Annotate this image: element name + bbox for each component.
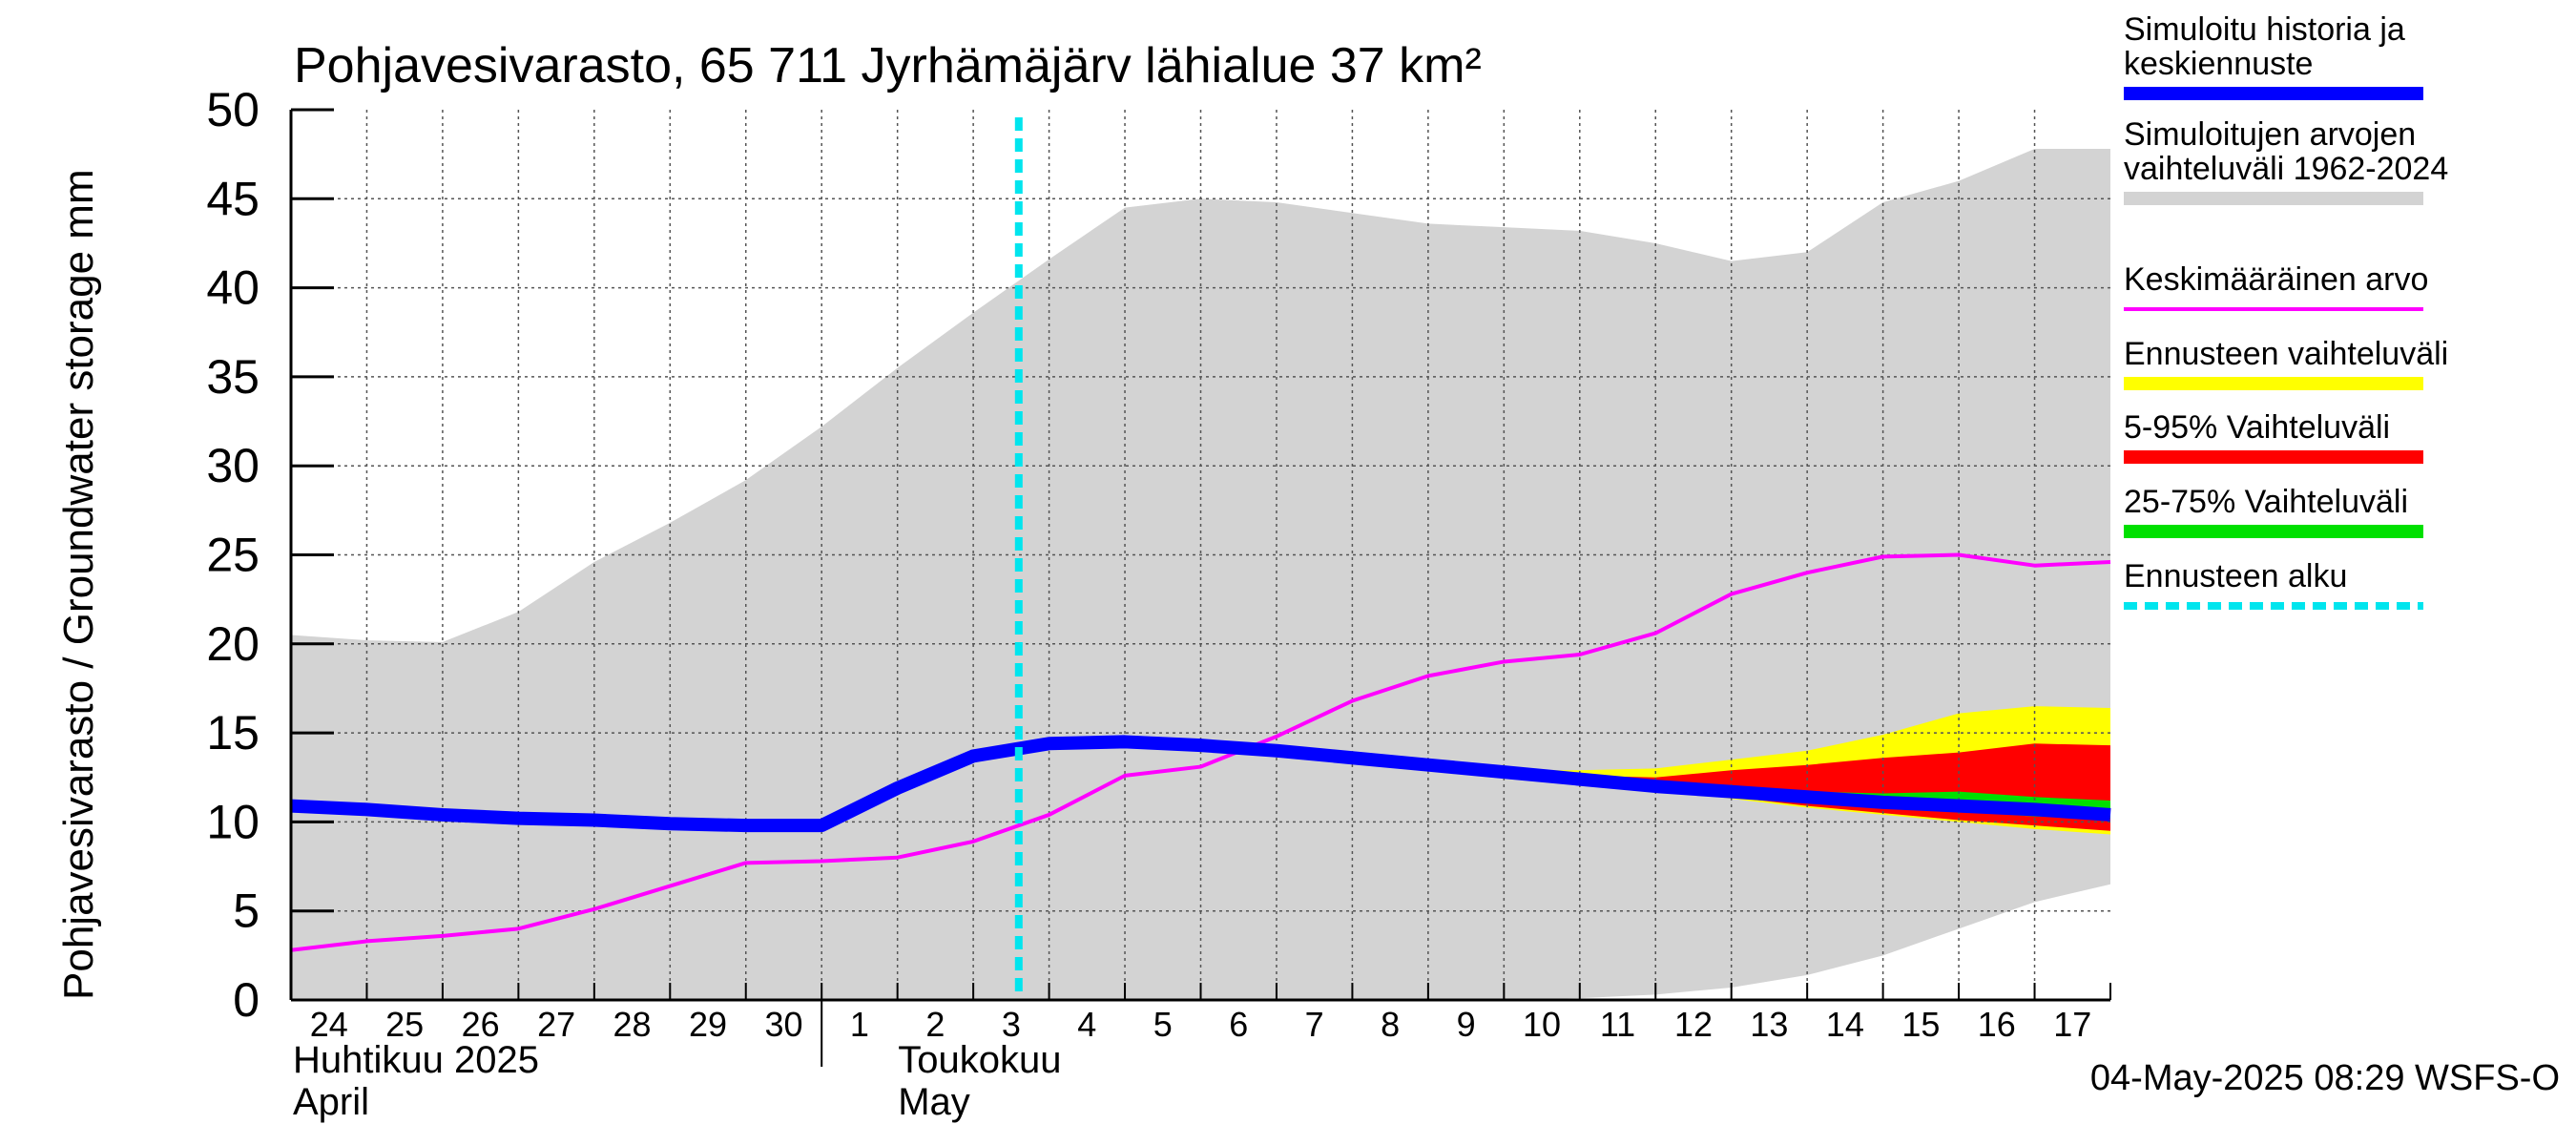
y-tick-label: 15 [206,706,260,760]
legend-label: vaihteluväli 1962-2024 [2124,151,2448,187]
x-tick-label: 9 [1457,1005,1476,1044]
y-tick-label: 0 [233,973,260,1027]
x-tick-label: 4 [1077,1005,1096,1044]
month-label-fi: Toukokuu [898,1039,1061,1081]
x-axis-ticks: 24 25 26 27 28 29 30 1 2 3 4 5 6 7 8 9 10 11 12 13 14 15 16 17 [290,983,2111,1044]
month-label-fi: Huhtikuu 2025 [293,1039,539,1081]
x-tick-label: 14 [1826,1005,1864,1044]
x-tick-label: 8 [1381,1005,1400,1044]
line-simuloitu-historia-ja-keskiennuste [290,735,2111,833]
y-axis-label: Pohjavesivarasto / Groundwater storage m… [55,169,102,1000]
x-tick-label: 12 [1674,1005,1713,1044]
x-tick-label: 17 [2053,1005,2091,1044]
y-tick-label: 40 [206,261,260,315]
x-tick-label: 1 [850,1005,869,1044]
x-tick-label: 15 [1901,1005,1940,1044]
chart-title: Pohjavesivarasto, 65 711 Jyrhämäjärv läh… [294,38,1482,94]
x-tick-label: 10 [1523,1005,1561,1044]
legend-label: keskiennuste [2124,46,2313,82]
y-tick-label: 50 [206,83,260,136]
x-tick-label: 29 [689,1005,727,1044]
x-tick-label: 16 [1978,1005,2016,1044]
y-tick-label: 35 [206,350,260,404]
month-label-en: May [898,1081,970,1123]
x-tick-label: 6 [1229,1005,1248,1044]
x-tick-label: 25 [385,1005,424,1044]
legend-label: 25-75% Vaihteluväli [2124,484,2408,520]
y-tick-label: 10 [206,795,260,848]
grid-lines [291,110,2110,1000]
x-tick-label: 30 [764,1005,802,1044]
legend-label: 5-95% Vaihteluväli [2124,409,2390,446]
y-tick-label: 5 [233,885,260,938]
x-tick-label: 2 [925,1005,945,1044]
legend-label: Ennusteen alku [2124,558,2347,594]
x-tick-label: 5 [1153,1005,1173,1044]
x-tick-label: 3 [1002,1005,1021,1044]
y-axis-ticks: 0 5 10 15 20 25 30 35 40 45 50 [206,83,334,1027]
y-tick-label: 30 [206,439,260,492]
data-lines [290,552,2111,952]
legend-label: Simuloitu historia ja [2124,11,2405,48]
x-tick-label: 27 [537,1005,575,1044]
x-tick-label: 11 [1600,1005,1635,1044]
y-tick-label: 45 [206,172,260,225]
x-tick-label: 28 [613,1005,652,1044]
y-tick-label: 20 [206,617,260,671]
x-tick-label: 26 [462,1005,500,1044]
timestamp-footer: 04-May-2025 08:29 WSFS-O [2090,1058,2560,1098]
x-tick-label: 13 [1750,1005,1788,1044]
legend-label: Ennusteen vaihteluväli [2124,336,2448,372]
month-label-en: April [293,1081,369,1123]
line-keskim-r-inen-arvo [290,552,2111,952]
legend-label: Simuloitujen arvojen [2124,116,2416,153]
legend-label: Keskimääräinen arvo [2124,261,2428,298]
x-tick-label: 7 [1305,1005,1324,1044]
y-tick-label: 25 [206,529,260,582]
x-tick-label: 24 [310,1005,348,1044]
